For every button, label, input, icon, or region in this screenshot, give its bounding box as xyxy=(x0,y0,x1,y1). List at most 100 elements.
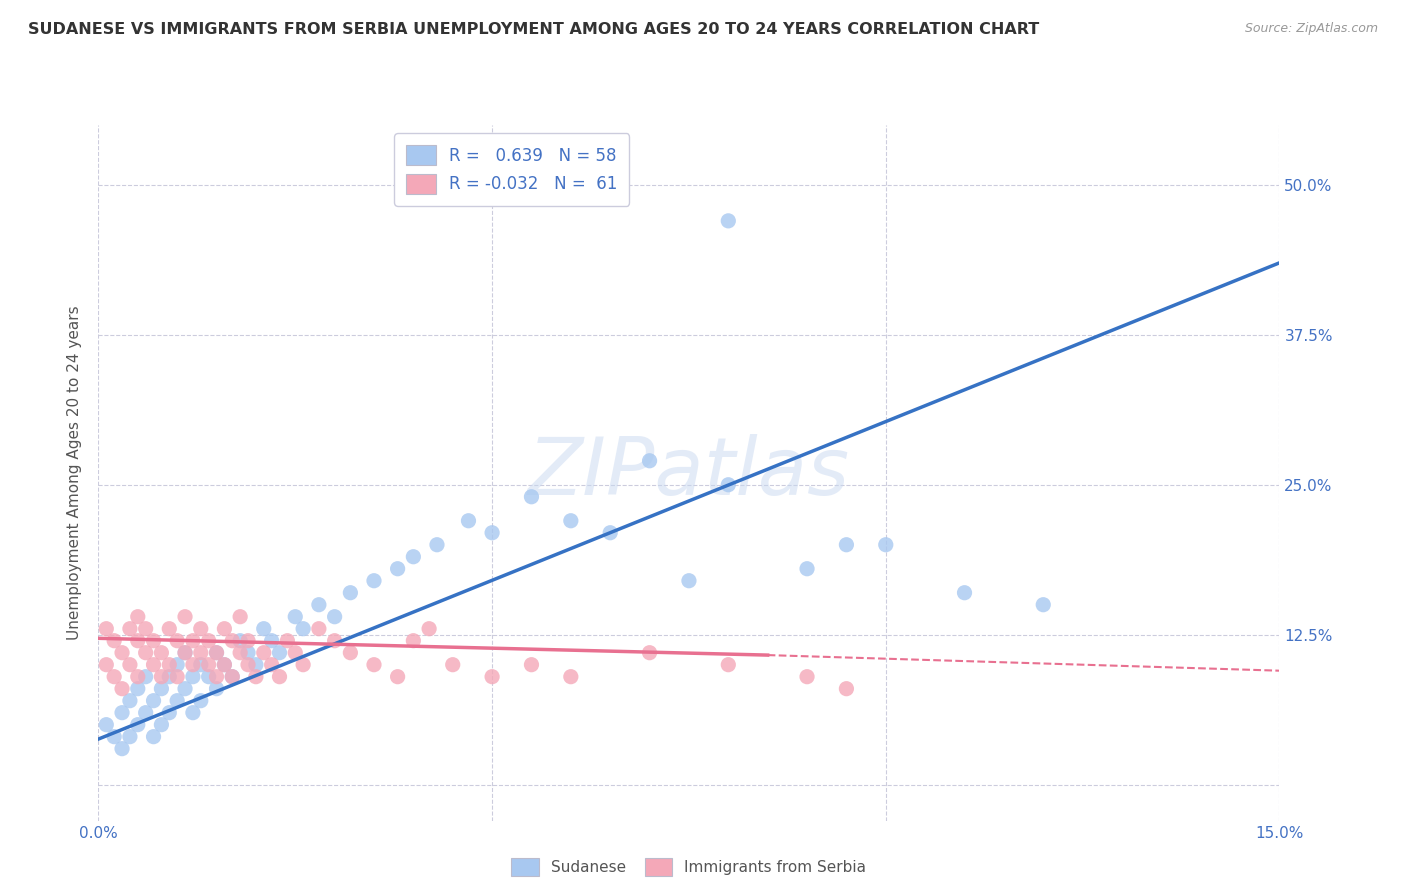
Point xyxy=(520,657,543,672)
Y-axis label: Unemployment Among Ages 20 to 24 years: Unemployment Among Ages 20 to 24 years xyxy=(67,305,83,640)
Point xyxy=(205,670,228,684)
Point xyxy=(150,717,173,731)
Point xyxy=(260,657,283,672)
Point xyxy=(638,454,661,468)
Point xyxy=(260,633,283,648)
Text: ZIPatlas: ZIPatlas xyxy=(527,434,851,512)
Point xyxy=(835,538,858,552)
Point xyxy=(363,574,385,588)
Text: SUDANESE VS IMMIGRANTS FROM SERBIA UNEMPLOYMENT AMONG AGES 20 TO 24 YEARS CORREL: SUDANESE VS IMMIGRANTS FROM SERBIA UNEMP… xyxy=(28,22,1039,37)
Point xyxy=(796,562,818,576)
Point xyxy=(127,681,149,696)
Point xyxy=(717,214,740,228)
Point xyxy=(796,670,818,684)
Point xyxy=(103,670,125,684)
Point xyxy=(339,585,361,599)
Point xyxy=(229,609,252,624)
Point xyxy=(150,681,173,696)
Point xyxy=(481,670,503,684)
Point xyxy=(135,670,157,684)
Point xyxy=(426,538,449,552)
Point xyxy=(142,694,165,708)
Point xyxy=(292,622,315,636)
Point xyxy=(111,706,134,720)
Point xyxy=(236,633,259,648)
Point xyxy=(953,585,976,599)
Point xyxy=(166,694,188,708)
Point xyxy=(678,574,700,588)
Point xyxy=(1032,598,1054,612)
Point xyxy=(221,670,243,684)
Point xyxy=(157,706,180,720)
Point xyxy=(190,622,212,636)
Point xyxy=(103,730,125,744)
Point xyxy=(118,694,141,708)
Point xyxy=(111,681,134,696)
Point xyxy=(118,730,141,744)
Point xyxy=(174,646,197,660)
Point xyxy=(197,657,219,672)
Point xyxy=(253,622,276,636)
Point xyxy=(214,622,236,636)
Point xyxy=(402,633,425,648)
Point xyxy=(111,646,134,660)
Point xyxy=(599,525,621,540)
Point xyxy=(560,670,582,684)
Point xyxy=(190,646,212,660)
Point xyxy=(387,670,409,684)
Point xyxy=(236,657,259,672)
Point xyxy=(457,514,479,528)
Point xyxy=(835,681,858,696)
Point xyxy=(127,717,149,731)
Point xyxy=(181,657,204,672)
Point xyxy=(157,657,180,672)
Point xyxy=(214,657,236,672)
Point xyxy=(111,741,134,756)
Point xyxy=(181,633,204,648)
Point xyxy=(717,657,740,672)
Point xyxy=(284,646,307,660)
Point xyxy=(717,477,740,491)
Point xyxy=(190,694,212,708)
Point xyxy=(221,633,243,648)
Point xyxy=(166,670,188,684)
Point xyxy=(174,646,197,660)
Point xyxy=(127,633,149,648)
Point xyxy=(229,633,252,648)
Point xyxy=(157,670,180,684)
Point xyxy=(292,657,315,672)
Point xyxy=(135,706,157,720)
Point xyxy=(284,609,307,624)
Point xyxy=(127,609,149,624)
Point xyxy=(103,633,125,648)
Point xyxy=(150,646,173,660)
Point xyxy=(560,514,582,528)
Point xyxy=(221,670,243,684)
Point xyxy=(174,681,197,696)
Point xyxy=(142,633,165,648)
Point xyxy=(142,657,165,672)
Point xyxy=(481,525,503,540)
Point xyxy=(253,646,276,660)
Point xyxy=(387,562,409,576)
Point xyxy=(205,646,228,660)
Point xyxy=(150,670,173,684)
Point xyxy=(135,646,157,660)
Point xyxy=(205,646,228,660)
Point xyxy=(638,646,661,660)
Point xyxy=(269,646,291,660)
Point xyxy=(135,622,157,636)
Legend: Sudanese, Immigrants from Serbia: Sudanese, Immigrants from Serbia xyxy=(505,852,873,882)
Point xyxy=(245,670,267,684)
Point xyxy=(245,657,267,672)
Point xyxy=(520,490,543,504)
Point xyxy=(441,657,464,672)
Point xyxy=(875,538,897,552)
Point xyxy=(190,657,212,672)
Point xyxy=(339,646,361,660)
Point xyxy=(181,706,204,720)
Point xyxy=(323,633,346,648)
Point xyxy=(269,670,291,684)
Point xyxy=(142,730,165,744)
Point xyxy=(127,670,149,684)
